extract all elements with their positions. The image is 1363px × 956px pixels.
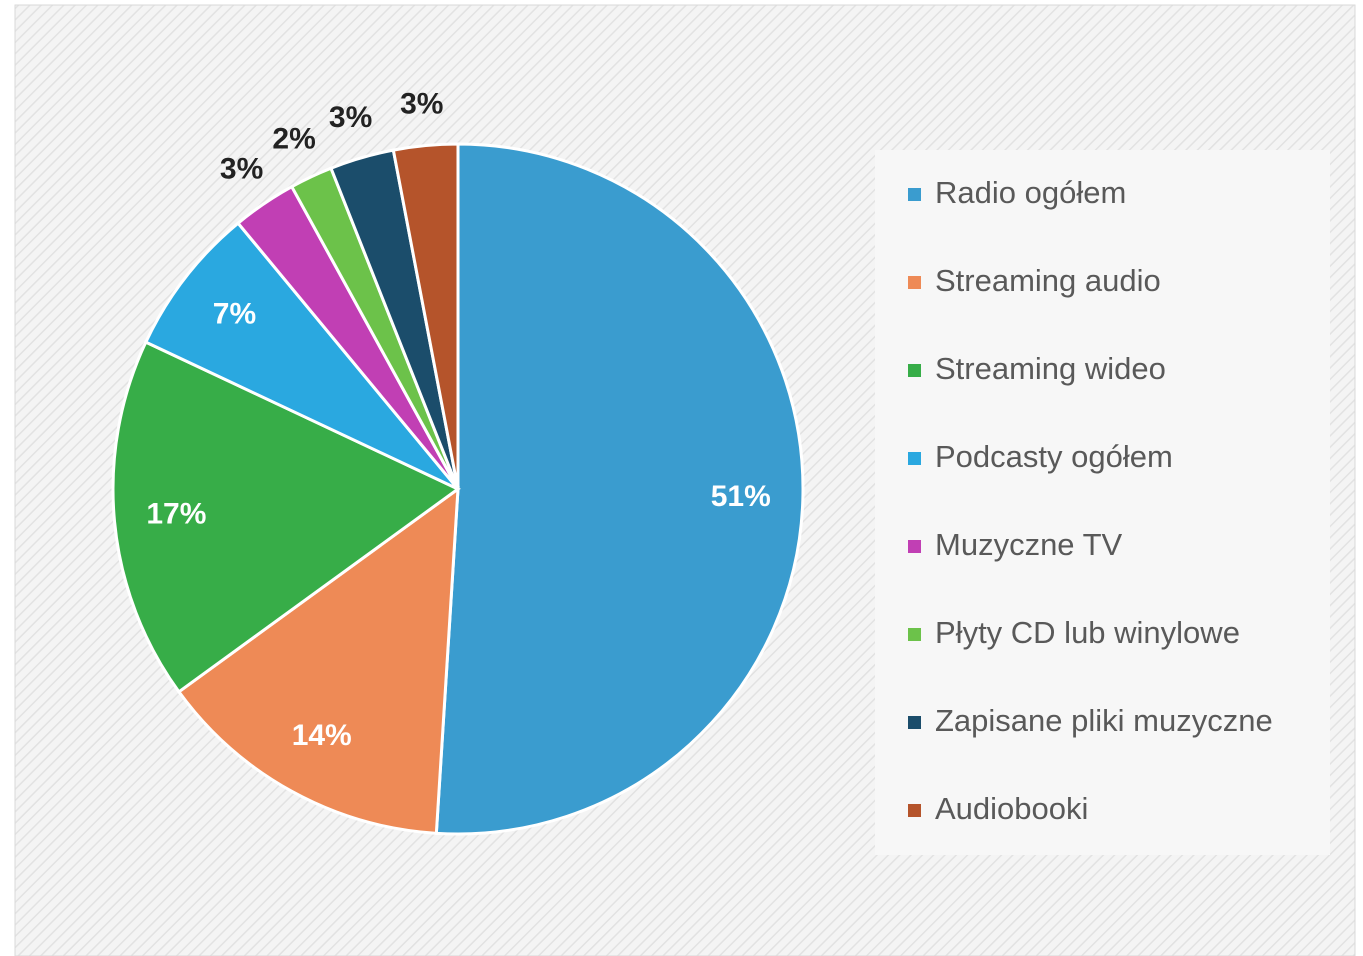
data-label: 2% (272, 123, 315, 156)
data-label: 7% (213, 298, 256, 331)
legend-swatch (908, 628, 921, 641)
legend-label: Streaming audio (935, 263, 1161, 298)
legend-swatch (908, 276, 921, 289)
legend-label: Streaming wideo (935, 351, 1166, 386)
legend-label: Zapisane pliki muzyczne (935, 703, 1273, 738)
pie-slice (111, 340, 461, 694)
data-label: 51% (711, 480, 771, 513)
legend-label: Audiobooki (935, 791, 1088, 826)
pie-slice (143, 221, 460, 491)
legend-swatch (908, 452, 921, 465)
pie-slice (176, 485, 460, 835)
legend-label: Podcasty ogółem (935, 439, 1173, 474)
data-label: 3% (329, 101, 372, 134)
legend-label: Płyty CD lub winylowe (935, 615, 1240, 650)
legend-swatch (908, 716, 921, 729)
legend-label: Muzyczne TV (935, 527, 1123, 562)
pie-slice (391, 142, 460, 490)
data-label: 14% (292, 719, 352, 752)
legend-swatch (908, 804, 921, 817)
legend-swatch (908, 188, 921, 201)
data-label: 3% (220, 152, 263, 185)
legend-label: Radio ogółem (935, 175, 1126, 210)
legend-swatch (908, 364, 921, 377)
pie-slice (434, 142, 805, 836)
legend-swatch (908, 540, 921, 553)
data-label: 3% (400, 88, 443, 121)
legend-box (875, 150, 1330, 855)
data-label: 17% (146, 498, 206, 531)
